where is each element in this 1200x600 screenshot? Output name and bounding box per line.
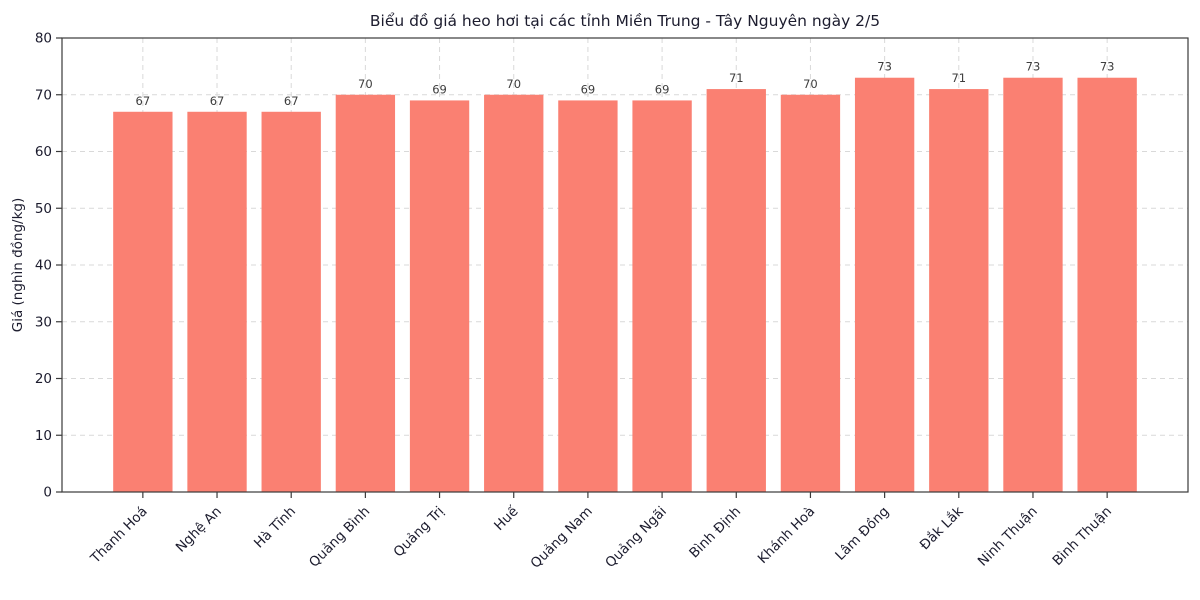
bar-value-label: 69 <box>655 82 670 96</box>
bar <box>854 77 915 492</box>
bar <box>632 100 692 493</box>
bar <box>780 94 841 492</box>
bar-value-label: 67 <box>284 94 299 108</box>
bar-value-label: 73 <box>1026 60 1041 74</box>
bar <box>484 94 544 492</box>
bar <box>929 89 989 492</box>
bar-value-label: 67 <box>210 94 225 108</box>
y-tick-label: 0 <box>43 485 52 501</box>
bar <box>1077 77 1137 492</box>
x-tick-label: Hà Tĩnh <box>251 504 299 552</box>
y-tick-label: 70 <box>35 87 52 103</box>
y-axis-label: Giá (nghìn đồng/kg) <box>9 198 26 332</box>
x-tick-label: Quảng Ngãi <box>602 504 670 572</box>
bar <box>409 100 470 493</box>
bar <box>187 111 247 493</box>
x-tick-label: Khánh Hoà <box>755 504 818 567</box>
y-tick-label: 30 <box>35 314 52 330</box>
bar-value-label: 73 <box>1100 60 1115 74</box>
chart-title: Biểu đồ giá heo hơi tại các tỉnh Miền Tr… <box>370 12 880 30</box>
bar <box>113 111 173 493</box>
x-tick-label: Ninh Thuận <box>975 504 1041 570</box>
bar <box>706 89 766 492</box>
x-tick-label: Quảng Trị <box>391 504 448 561</box>
bars-layer: 67 67 67 70 69 70 69 69 71 70 73 71 73 73 <box>113 60 1137 493</box>
bar <box>558 100 618 493</box>
x-tick-label: Bình Thuận <box>1049 504 1114 569</box>
bar-value-label: 71 <box>951 71 966 85</box>
bar-value-label: 69 <box>581 82 596 96</box>
y-tick-label: 40 <box>35 258 52 274</box>
bar-value-label: 73 <box>877 60 892 74</box>
x-tick-label: Quảng Nam <box>528 504 596 572</box>
x-tick-label: Nghệ An <box>173 504 225 556</box>
bar-value-label: 69 <box>432 82 447 96</box>
y-tick-label: 20 <box>35 371 52 387</box>
x-tick-label: Lâm Đồng <box>832 503 893 564</box>
bar-value-label: 70 <box>358 77 373 91</box>
bar-value-label: 71 <box>729 71 744 85</box>
bar <box>335 94 396 492</box>
x-tick-label: Bình Định <box>686 504 744 562</box>
x-tick-label: Đắk Lắk <box>916 503 967 554</box>
x-tick-label: Huế <box>490 502 522 534</box>
x-tick-label: Quảng Bình <box>306 504 373 571</box>
bar <box>261 111 321 493</box>
y-tick-label: 50 <box>35 201 52 217</box>
bar-value-label: 67 <box>136 94 151 108</box>
x-tick-label: Thanh Hoá <box>87 504 151 568</box>
bar-value-label: 70 <box>803 77 818 91</box>
y-tick-label: 80 <box>35 31 52 47</box>
y-tick-label: 60 <box>35 144 52 160</box>
bar <box>1003 77 1063 492</box>
y-tick-label: 10 <box>35 428 52 444</box>
bar-value-label: 70 <box>506 77 521 91</box>
